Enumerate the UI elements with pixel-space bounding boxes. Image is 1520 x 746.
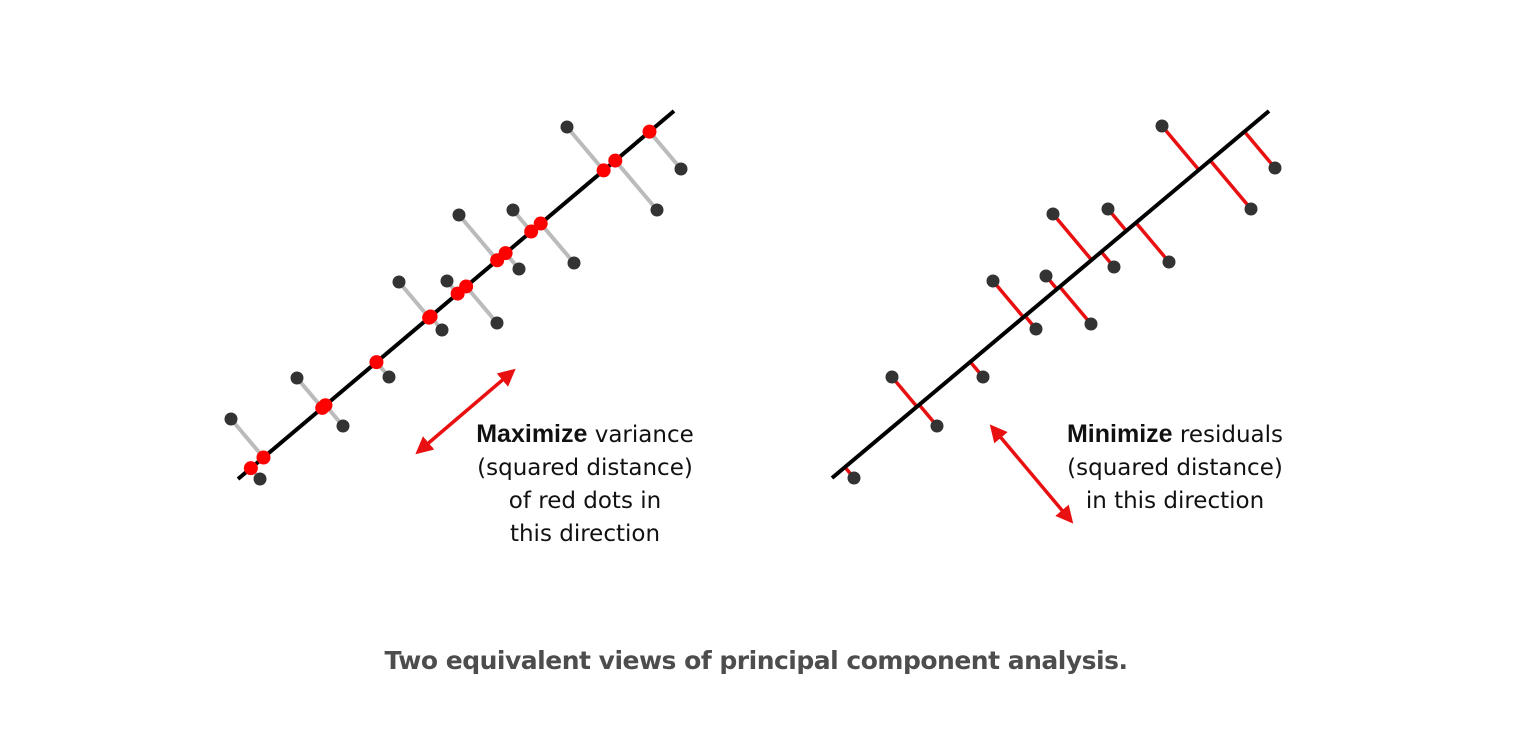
residual-line [1160,124,1201,172]
data-point [930,419,944,433]
projected-point [243,461,258,476]
data-point [506,203,520,217]
projection-connector [613,158,659,212]
data-point [490,316,504,330]
projection-connector [538,221,576,265]
data-point [674,162,688,176]
residual-line [991,279,1025,319]
data-point [512,262,526,276]
maximize-variance-label: Maximize variance (squared distance) of … [440,418,730,551]
data-point [560,120,574,134]
data-point [567,256,581,270]
data-point [290,371,304,385]
minimize-rest: residuals [1172,422,1283,448]
pca-diagram [224,109,1282,524]
data-point [1155,119,1169,133]
data-point [986,274,1000,288]
maximize-line3: of red dots in [508,488,662,514]
projected-point [369,355,384,370]
right-panel-minimize-residuals [830,109,1282,524]
data-point [253,472,267,486]
projected-point [524,224,539,239]
residual-line [1208,159,1253,211]
data-point [382,370,396,384]
data-point [1039,269,1053,283]
projected-point [256,450,271,465]
projection-connector [647,129,683,171]
projected-point [642,124,657,139]
projected-point [608,153,623,168]
residual-line [1134,221,1171,264]
minimize-bold: Minimize [1066,420,1173,448]
residual-line [1051,212,1093,262]
projection-connector [565,125,606,173]
projected-point [596,163,611,178]
residual-line [1058,285,1093,326]
projected-point [498,246,513,261]
data-point [392,275,406,289]
projection-connector [397,280,432,320]
maximize-bold: Maximize [476,420,588,448]
data-point [847,471,861,485]
minimize-line2: (squared distance) [1067,455,1283,481]
data-point [1029,322,1043,336]
data-point [1162,255,1176,269]
projected-point [423,309,438,324]
data-point [1084,317,1098,331]
residual-direction-arrow [989,424,1074,524]
principal-axis-line [830,109,1271,480]
projected-point [533,216,548,231]
projected-point [459,279,474,294]
data-point [452,208,466,222]
minimize-line3: in this direction [1085,488,1265,514]
residual-line [1243,130,1277,170]
data-point [435,323,449,337]
data-point [650,203,664,217]
figure-caption: Two equivalent views of principal compon… [384,646,1128,675]
projection-connector [457,213,500,263]
data-point [336,419,350,433]
data-point [1101,202,1115,216]
variance-direction-arrow [415,368,516,455]
data-point [1268,161,1282,175]
data-point [1107,260,1121,274]
minimize-residuals-label: Minimize residuals (squared distance) in… [1025,418,1325,518]
projected-point [318,398,333,413]
data-point [885,370,899,384]
maximize-line2: (squared distance) [477,455,693,481]
projection-connector [464,284,499,325]
data-point [976,370,990,384]
data-point [1244,202,1258,216]
maximize-rest: variance [587,422,694,448]
data-point [1046,207,1060,221]
maximize-line4: this direction [509,521,661,547]
data-point [440,274,454,288]
data-point [224,412,238,426]
left-panel-maximize-variance [224,109,688,486]
projection-connector [229,417,266,460]
